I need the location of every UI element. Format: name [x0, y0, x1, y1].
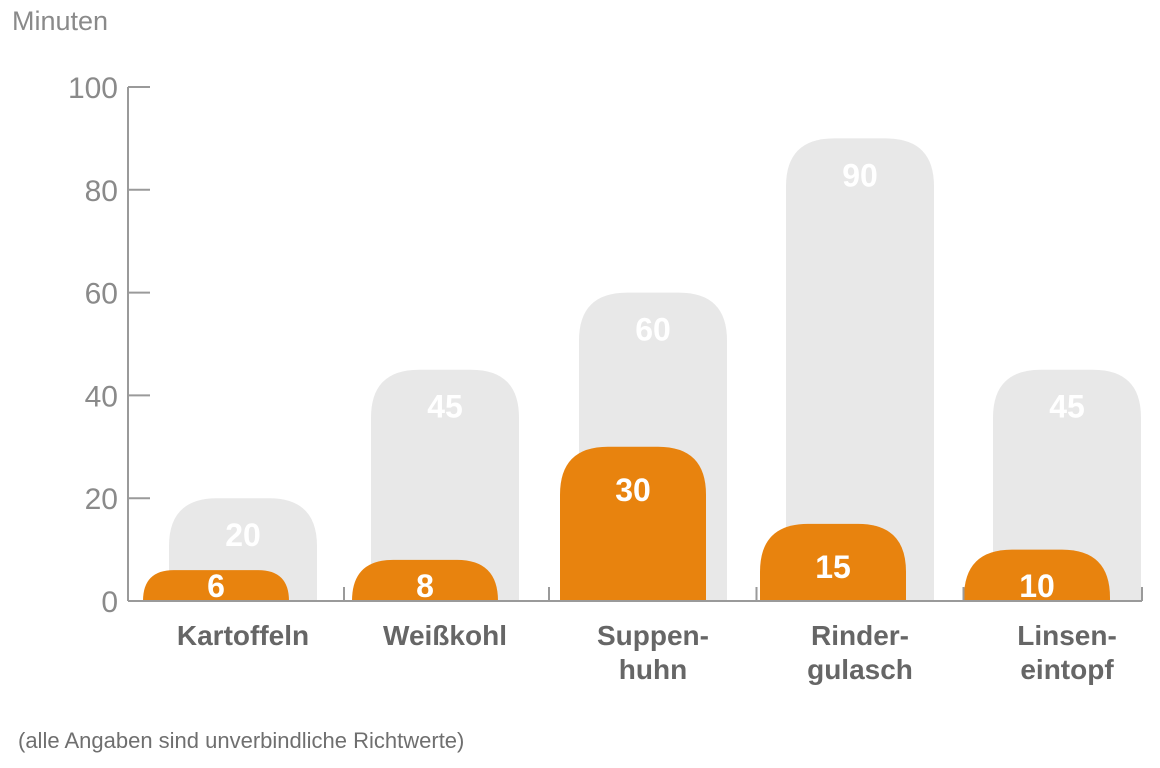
category-label-1: Weißkohl: [383, 620, 507, 651]
bar-back-4: [993, 369, 1141, 601]
back-bars-group: [169, 138, 1141, 601]
bar-front-2: [560, 446, 706, 601]
bar-front-1: [352, 559, 498, 601]
y-tick-label-100: 100: [68, 72, 118, 105]
bar-back-value-label-0: 20: [225, 517, 261, 553]
bar-back-1: [371, 369, 519, 601]
bar-front-value-label-3: 15: [815, 549, 851, 585]
bar-back-value-label-1: 45: [427, 389, 463, 425]
bar-front-value-label-2: 30: [615, 472, 651, 508]
y-tick-label-80: 80: [85, 175, 118, 208]
bar-front-value-label-1: 8: [416, 568, 434, 604]
bar-front-value-label-4: 10: [1019, 568, 1055, 604]
category-label-3: Rinder-gulasch: [807, 620, 913, 685]
bar-front-value-label-0: 6: [207, 568, 225, 604]
bar-front-4: [964, 549, 1110, 601]
y-axis-unit-label: Minuten: [12, 6, 109, 36]
category-label-2: Suppen-huhn: [597, 620, 709, 685]
bar-front-3: [760, 523, 906, 601]
footnote: (alle Angaben sind unverbindliche Richtw…: [18, 728, 465, 753]
y-tick-label-40: 40: [85, 380, 118, 413]
front-bars-group: [143, 446, 1110, 601]
bar-front-0: [143, 570, 289, 601]
bar-back-value-label-4: 45: [1049, 389, 1085, 425]
y-tick-label-20: 20: [85, 483, 118, 516]
category-label-0: Kartoffeln: [177, 620, 309, 651]
y-tick-label-60: 60: [85, 278, 118, 311]
labels-group: 206 Kartoffeln 45 8 Weißkohl 60 30 Suppen-huhn 9…: [177, 157, 1117, 685]
bar-back-value-label-3: 90: [842, 157, 878, 193]
y-tick-label-0: 0: [101, 586, 118, 619]
bar-back-3: [786, 138, 934, 601]
bar-back-value-label-2: 60: [635, 312, 671, 348]
axes-group: 0 20 40 60 80 100: [68, 72, 1143, 619]
category-label-4: Linsen-eintopf: [1017, 620, 1117, 685]
